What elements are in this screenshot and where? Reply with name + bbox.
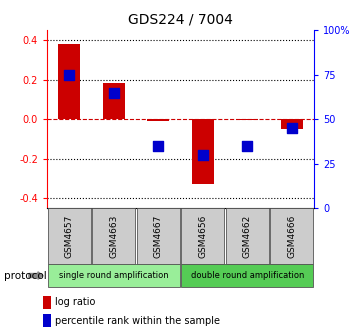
Bar <box>147 119 169 121</box>
Text: protocol: protocol <box>4 270 46 281</box>
Text: log ratio: log ratio <box>55 297 95 307</box>
Bar <box>103 83 125 119</box>
Bar <box>192 119 214 183</box>
Bar <box>58 44 80 119</box>
Text: GSM4662: GSM4662 <box>243 214 252 258</box>
Text: single round amplification: single round amplification <box>59 271 169 280</box>
Text: GSM4663: GSM4663 <box>109 214 118 258</box>
Text: GSM4656: GSM4656 <box>198 214 207 258</box>
Point <box>155 143 161 149</box>
Bar <box>280 119 303 129</box>
Point <box>200 152 206 158</box>
Bar <box>236 119 258 120</box>
Title: GDS224 / 7004: GDS224 / 7004 <box>128 12 233 26</box>
Text: percentile rank within the sample: percentile rank within the sample <box>55 316 220 326</box>
Text: GSM4667: GSM4667 <box>154 214 163 258</box>
Text: GSM4666: GSM4666 <box>287 214 296 258</box>
Point <box>111 90 117 95</box>
Point <box>244 143 250 149</box>
Text: GSM4657: GSM4657 <box>65 214 74 258</box>
Point <box>289 126 295 131</box>
Text: double round amplification: double round amplification <box>191 271 304 280</box>
Point <box>66 72 72 78</box>
